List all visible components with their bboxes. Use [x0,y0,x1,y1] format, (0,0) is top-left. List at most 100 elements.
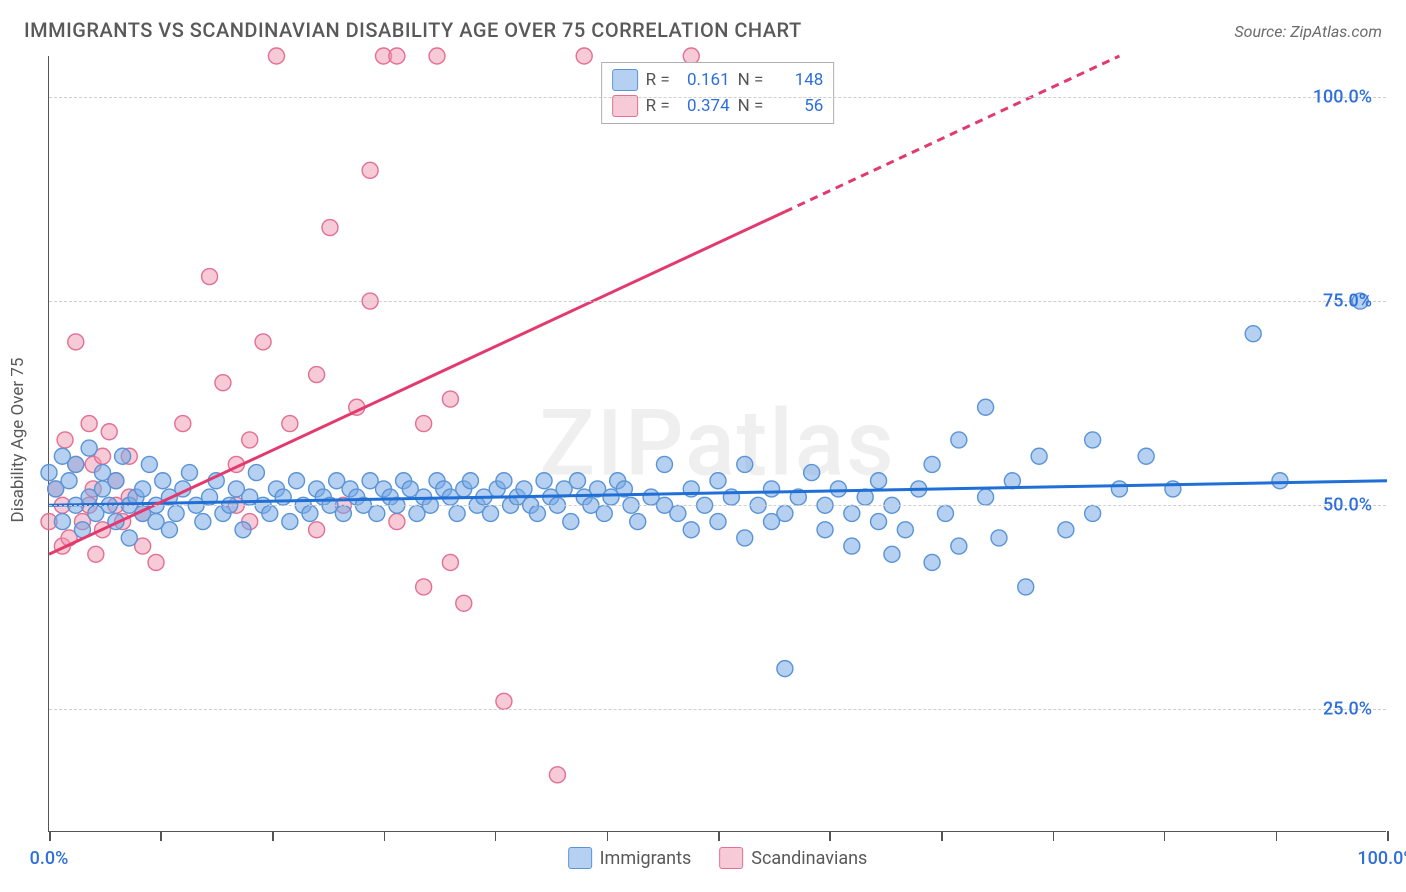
scatter-point [362,162,378,178]
scatter-point [282,416,298,432]
legend-r-value-immigrants: 0.161 [678,70,730,90]
plot-svg [49,56,1386,831]
scatter-point [68,334,84,350]
chart-title: IMMIGRANTS VS SCANDINAVIAN DISABILITY AG… [24,18,802,42]
scatter-point [978,489,994,505]
scatter-point [656,456,672,472]
scatter-point [670,505,686,521]
y-tick-label: 25.0% [1323,699,1372,720]
scatter-point [248,465,264,481]
scatter-point [155,473,171,489]
chart-plot-area: ZIPatlas R = 0.161 N = 148 R = 0.374 N =… [48,56,1386,832]
scatter-point [1085,505,1101,521]
scatter-point [429,48,445,64]
scatter-point [68,456,84,472]
legend-inset: R = 0.161 N = 148 R = 0.374 N = 56 [601,62,835,124]
scatter-point [951,432,967,448]
scatter-point [282,514,298,530]
scatter-point [516,481,532,497]
scatter-point [148,554,164,570]
scatter-point [462,473,478,489]
scatter-point [161,522,177,538]
x-tick-label: 100.0% [1357,848,1406,869]
scatter-point [817,522,833,538]
scatter-point [61,473,77,489]
scatter-point [884,546,900,562]
scatter-point [416,416,432,432]
scatter-point [1018,579,1034,595]
scatter-point [844,505,860,521]
y-tick-label: 75.0% [1323,291,1372,312]
scatter-point [951,538,967,554]
scatter-point [41,465,57,481]
legend-swatch-scandinavians [612,95,638,117]
bottom-swatch-scandinavians [719,847,743,869]
scatter-point [335,505,351,521]
scatter-point [302,505,318,521]
scatter-point [309,367,325,383]
scatter-point [181,465,197,481]
scatter-point [683,522,699,538]
scatter-point [202,269,218,285]
y-tick-label: 50.0% [1323,495,1372,516]
scatter-point [576,48,592,64]
scatter-point [529,505,545,521]
bottom-label-immigrants: Immigrants [600,848,692,869]
scatter-point [322,220,338,236]
scatter-point [764,481,780,497]
scatter-point [496,473,512,489]
scatter-point [710,473,726,489]
scatter-point [563,514,579,530]
scatter-point [141,456,157,472]
scatter-point [442,391,458,407]
scatter-point [54,514,70,530]
scatter-point [449,505,465,521]
bottom-legend-scandinavians: Scandinavians [719,847,867,869]
scatter-point [844,538,860,554]
scatter-point [991,530,1007,546]
scatter-point [978,399,994,415]
scatter-point [456,595,472,611]
scatter-point [442,554,458,570]
scatter-point [289,473,305,489]
scatter-point [897,522,913,538]
legend-r-label-2: R = [646,96,670,116]
scatter-point [115,448,131,464]
scatter-point [242,432,258,448]
scatter-point [1058,522,1074,538]
legend-swatch-immigrants [612,69,638,91]
scatter-point [416,579,432,595]
scatter-point [1111,481,1127,497]
scatter-point [924,456,940,472]
legend-n-value-immigrants: 148 [771,70,823,90]
scatter-point [101,424,117,440]
scatter-point [135,481,151,497]
legend-r-value-scandinavians: 0.374 [678,96,730,116]
scatter-point [596,505,612,521]
scatter-point [168,505,184,521]
scatter-point [81,416,97,432]
scatter-point [924,554,940,570]
scatter-point [88,546,104,562]
scatter-point [1245,326,1261,342]
legend-inset-row-immigrants: R = 0.161 N = 148 [612,67,824,93]
scatter-point [737,456,753,472]
scatter-point [630,514,646,530]
scatter-point [710,514,726,530]
scatter-point [496,693,512,709]
scatter-point [389,514,405,530]
scatter-point [830,481,846,497]
scatter-point [262,505,278,521]
scatter-point [175,416,191,432]
legend-n-value-scandinavians: 56 [771,96,823,116]
scatter-point [121,530,137,546]
scatter-point [1031,448,1047,464]
scatter-point [483,505,499,521]
scatter-point [570,473,586,489]
scatter-point [215,375,231,391]
scatter-point [255,334,271,350]
scatter-point [108,473,124,489]
scatter-point [57,432,73,448]
scatter-point [937,505,953,521]
scatter-point [1138,448,1154,464]
